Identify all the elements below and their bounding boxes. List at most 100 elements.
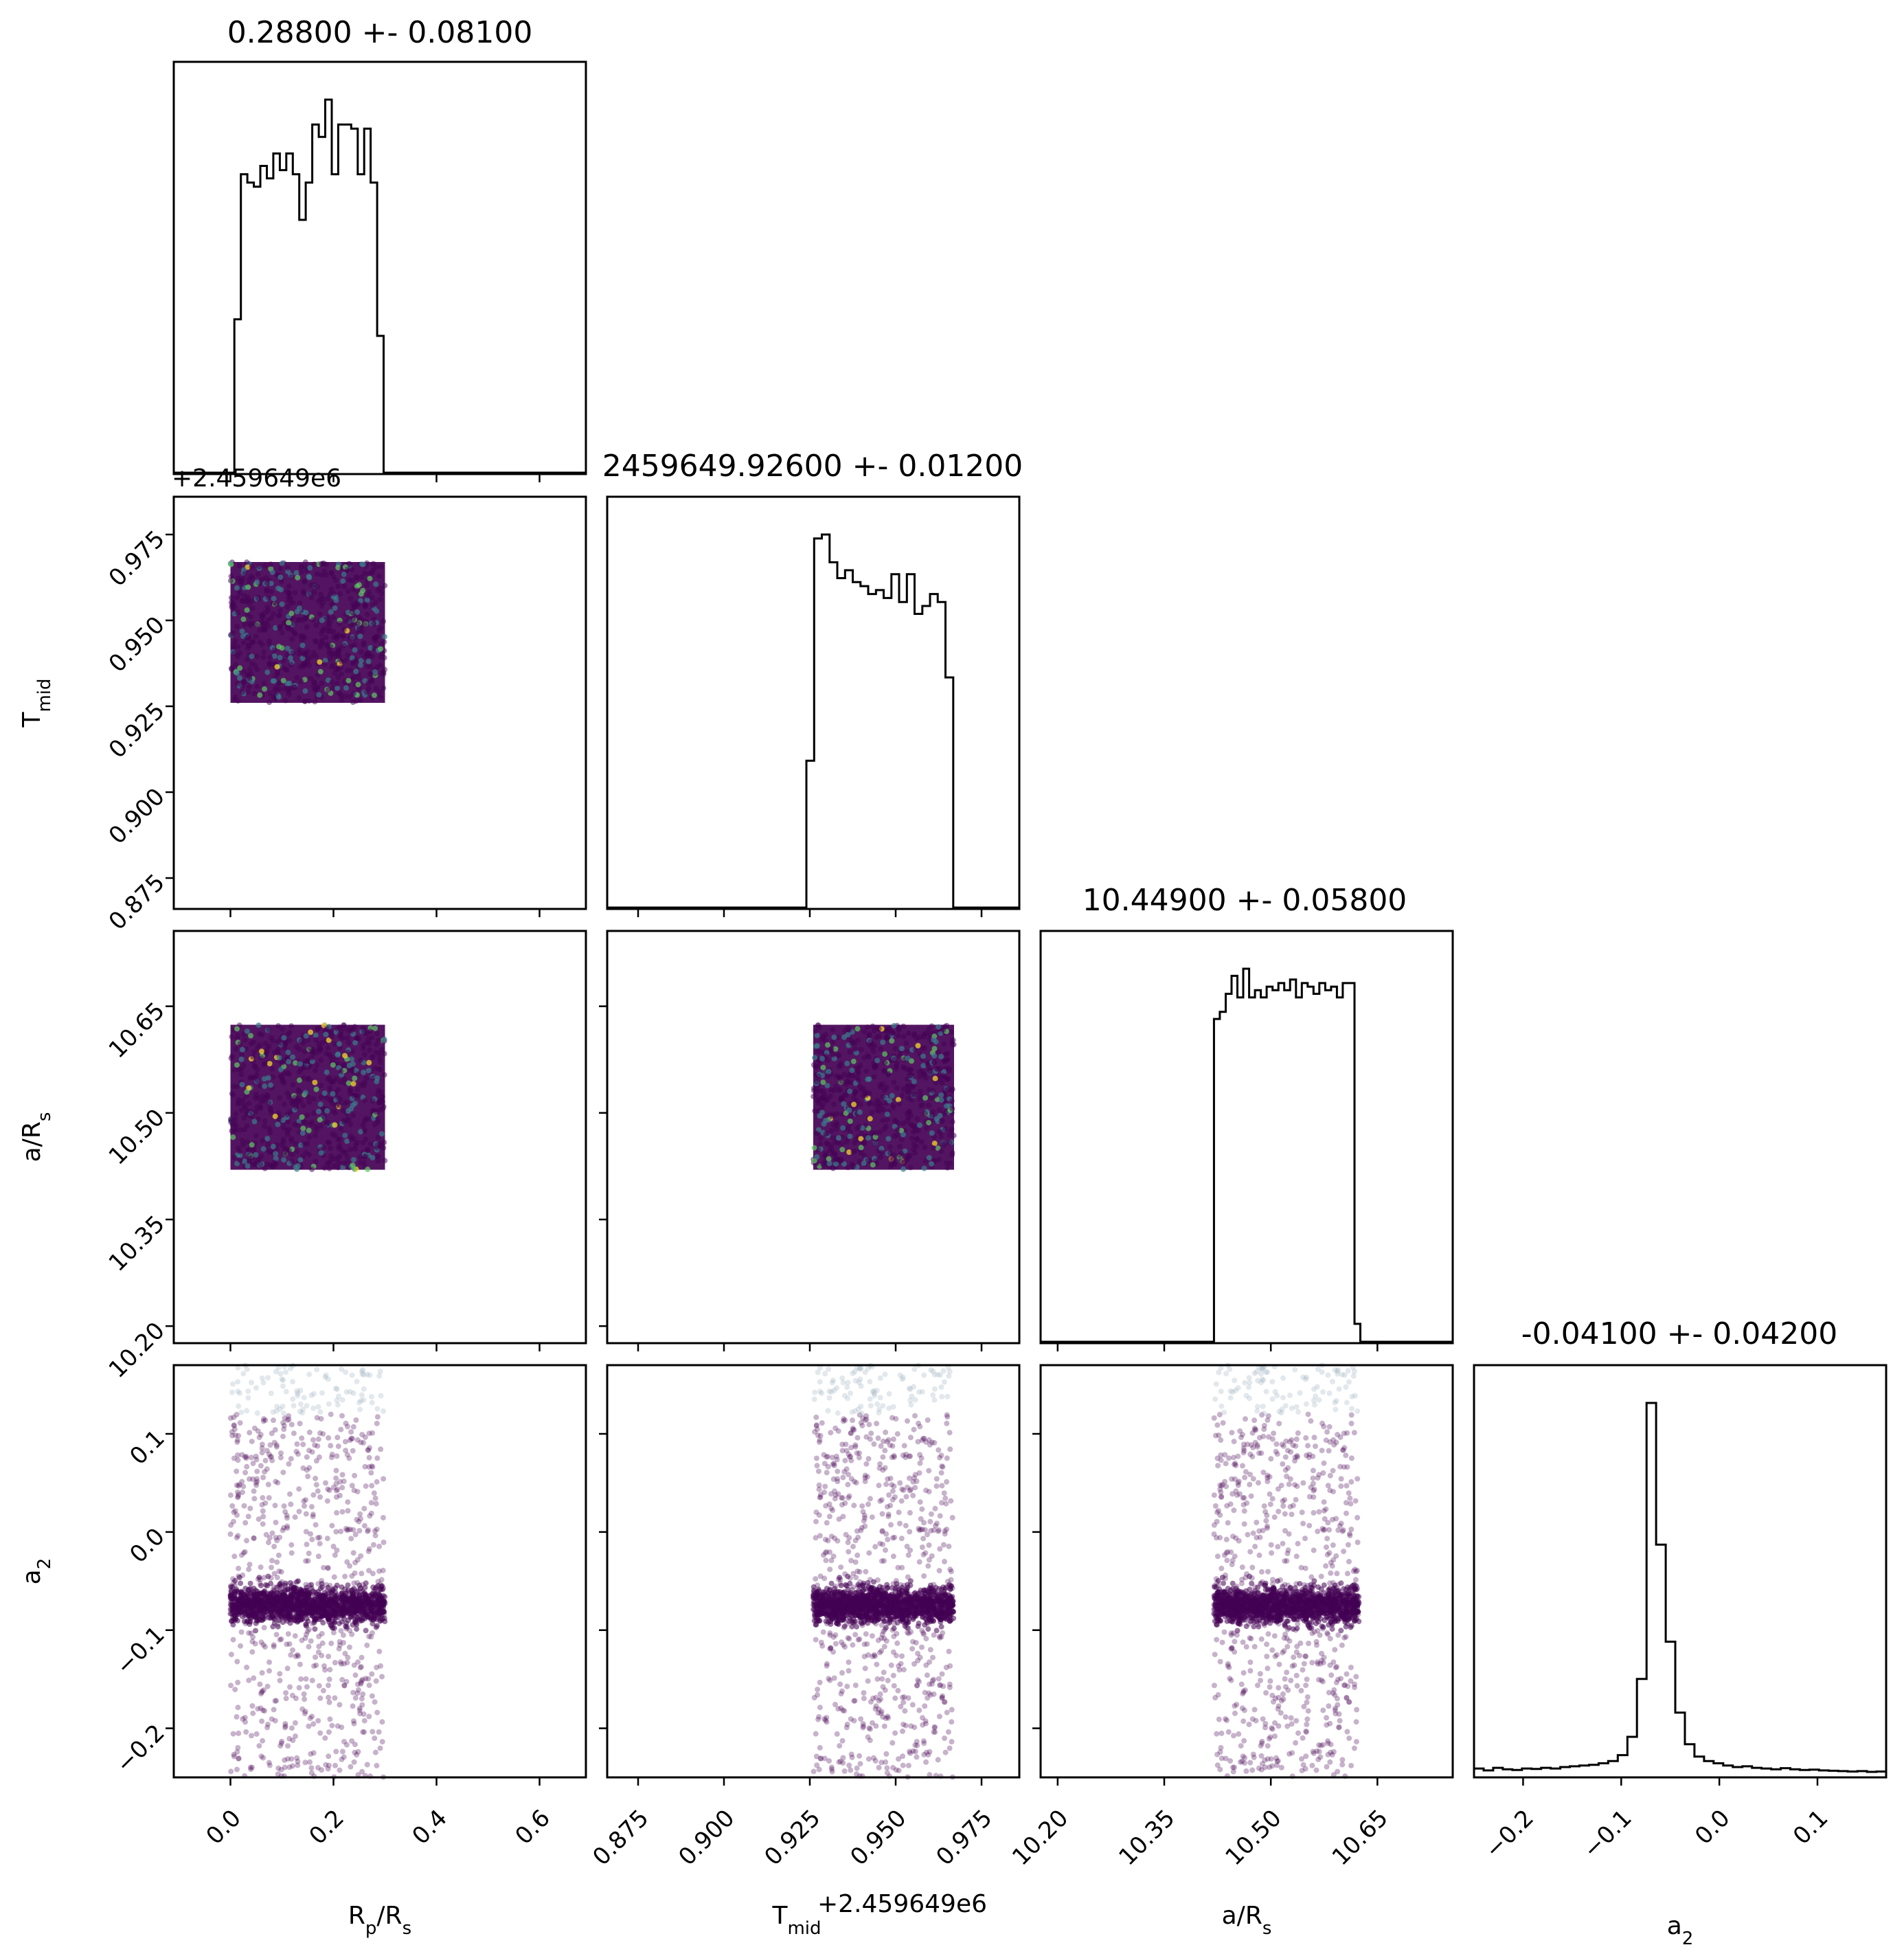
scatter-point xyxy=(359,1392,365,1398)
scatter-point xyxy=(369,1054,375,1060)
scatter-point xyxy=(345,1527,352,1533)
scatter-point xyxy=(349,567,355,573)
scatter-point xyxy=(354,1681,361,1687)
scatter-point xyxy=(246,1630,252,1636)
scatter-point xyxy=(367,1141,374,1147)
scatter-point xyxy=(352,642,358,648)
scatter-point xyxy=(274,1559,280,1565)
scatter-point xyxy=(247,1764,253,1770)
scatter-point xyxy=(251,1425,258,1431)
scatter-point xyxy=(339,1413,345,1419)
scatter-point xyxy=(345,1108,351,1114)
scatter-point xyxy=(282,1509,288,1515)
scatter-point xyxy=(227,1531,234,1537)
scatter-point xyxy=(335,685,340,691)
scatter-point xyxy=(284,1417,291,1424)
scatter-point xyxy=(251,1049,258,1055)
scatter-point xyxy=(308,675,314,682)
scatter-point xyxy=(277,1637,283,1643)
scatter-point xyxy=(258,1691,264,1697)
scatter-point xyxy=(340,1604,345,1610)
scatter-point xyxy=(358,1680,364,1685)
scatter-point xyxy=(922,1145,928,1151)
scatter-point xyxy=(944,1050,951,1057)
scatter-point xyxy=(253,1608,260,1614)
scatter-point xyxy=(231,1589,238,1595)
scatter-rp-rs-vs-tmid xyxy=(227,559,388,706)
scatter-point xyxy=(288,1456,294,1462)
scatter-point xyxy=(343,1626,350,1632)
scatter-point xyxy=(284,1641,290,1648)
scatter-point xyxy=(928,1095,934,1101)
scatter-point xyxy=(314,1062,320,1068)
scatter-point xyxy=(828,1046,835,1053)
scatter-point xyxy=(332,1122,338,1128)
scatter-point xyxy=(365,592,371,598)
scatter-point xyxy=(334,1547,340,1553)
scatter-point xyxy=(332,1762,338,1768)
scatter-point xyxy=(234,1482,240,1488)
scatter-point xyxy=(301,1498,307,1504)
scatter-point xyxy=(944,1103,950,1109)
scatter-point xyxy=(376,1592,383,1597)
scatter-point xyxy=(857,1109,863,1115)
scatter-point xyxy=(896,1509,902,1516)
scatter-point xyxy=(337,591,343,597)
scatter-point xyxy=(365,1527,372,1533)
scatter-point xyxy=(296,1509,302,1514)
scatter-point xyxy=(844,1384,850,1391)
scatter-point xyxy=(841,1072,848,1078)
scatter-point xyxy=(947,1139,953,1145)
scatter-point xyxy=(367,1445,372,1451)
scatter-point xyxy=(236,1481,242,1487)
scatter-point xyxy=(259,642,265,648)
scatter-point xyxy=(335,565,341,571)
scatter-point xyxy=(328,1145,333,1151)
scatter-point xyxy=(812,1108,818,1114)
scatter-point xyxy=(280,1077,286,1083)
scatter-point xyxy=(369,1463,375,1470)
scatter-point xyxy=(327,1667,333,1673)
scatter-point xyxy=(300,1441,306,1448)
scatter-point xyxy=(870,1162,876,1168)
scatter-point xyxy=(340,1025,346,1031)
scatter-point xyxy=(905,1030,911,1036)
scatter-point xyxy=(328,655,334,662)
scatter-point xyxy=(925,1061,931,1068)
scatter-point xyxy=(326,1683,331,1689)
scatter-point xyxy=(302,1048,308,1055)
scatter-point xyxy=(339,1035,345,1042)
scatter-point xyxy=(302,579,308,585)
scatter-point xyxy=(277,607,283,614)
scatter-point xyxy=(372,1749,378,1755)
scatter-point xyxy=(372,1122,378,1127)
scatter-point xyxy=(303,609,309,616)
scatter-point xyxy=(825,1117,831,1123)
scatter-point xyxy=(313,1482,319,1488)
scatter-point xyxy=(880,1094,886,1100)
scatter-point xyxy=(944,1393,951,1399)
scatter-point xyxy=(938,1148,944,1154)
scatter-point xyxy=(381,1139,387,1145)
scatter-point xyxy=(349,1436,355,1441)
scatter-point xyxy=(285,1118,291,1125)
scatter-point xyxy=(326,1699,332,1705)
scatter-point xyxy=(313,638,318,644)
scatter-point xyxy=(371,693,377,698)
scatter-point xyxy=(288,610,295,616)
scatter-point xyxy=(370,1464,376,1470)
scatter-point xyxy=(897,1520,903,1527)
scatter-point xyxy=(305,1064,311,1070)
scatter-point xyxy=(819,1110,825,1116)
scatter-point xyxy=(233,1111,239,1117)
scatter-point xyxy=(248,1766,254,1773)
scatter-point xyxy=(900,1086,907,1092)
scatter-point xyxy=(882,1060,888,1066)
scatter-point xyxy=(284,1512,290,1518)
scatter-point xyxy=(378,1446,384,1452)
scatter-point xyxy=(347,694,353,700)
scatter-point xyxy=(284,565,291,571)
scatter-point xyxy=(335,583,341,589)
scatter-point xyxy=(319,1652,325,1659)
scatter-point xyxy=(275,1364,282,1371)
